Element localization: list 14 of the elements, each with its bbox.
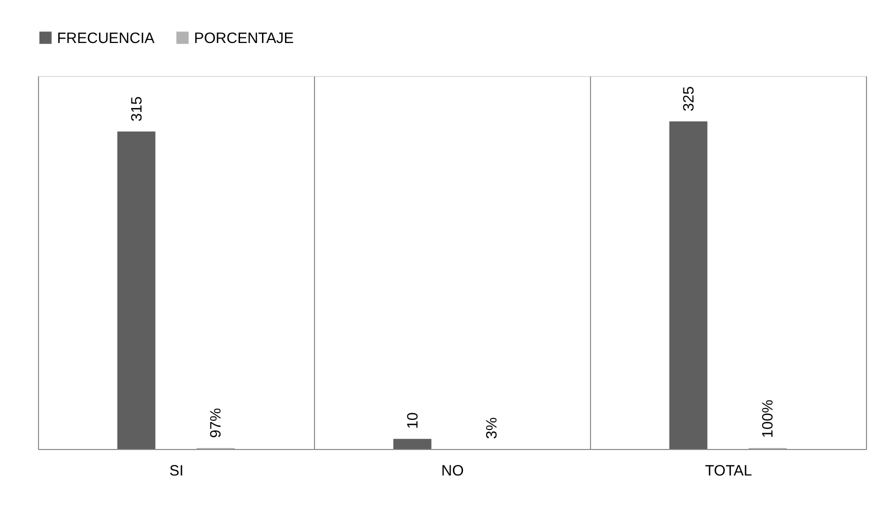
x-tick-label: SI <box>169 462 184 480</box>
legend-label: FRECUENCIA <box>57 30 155 47</box>
legend-label: PORCENTAJE <box>194 30 294 47</box>
data-label: 325 <box>680 86 698 112</box>
data-label: 97% <box>208 408 225 438</box>
data-label: 10 <box>404 412 422 429</box>
x-tick-label: NO <box>441 462 464 480</box>
bar <box>393 438 432 449</box>
bar <box>117 131 156 449</box>
data-label: 100% <box>760 400 777 438</box>
data-label: 3% <box>484 417 501 439</box>
x-tick-label: TOTAL <box>705 462 752 480</box>
data-label: 315 <box>128 96 146 122</box>
bar <box>669 121 708 449</box>
